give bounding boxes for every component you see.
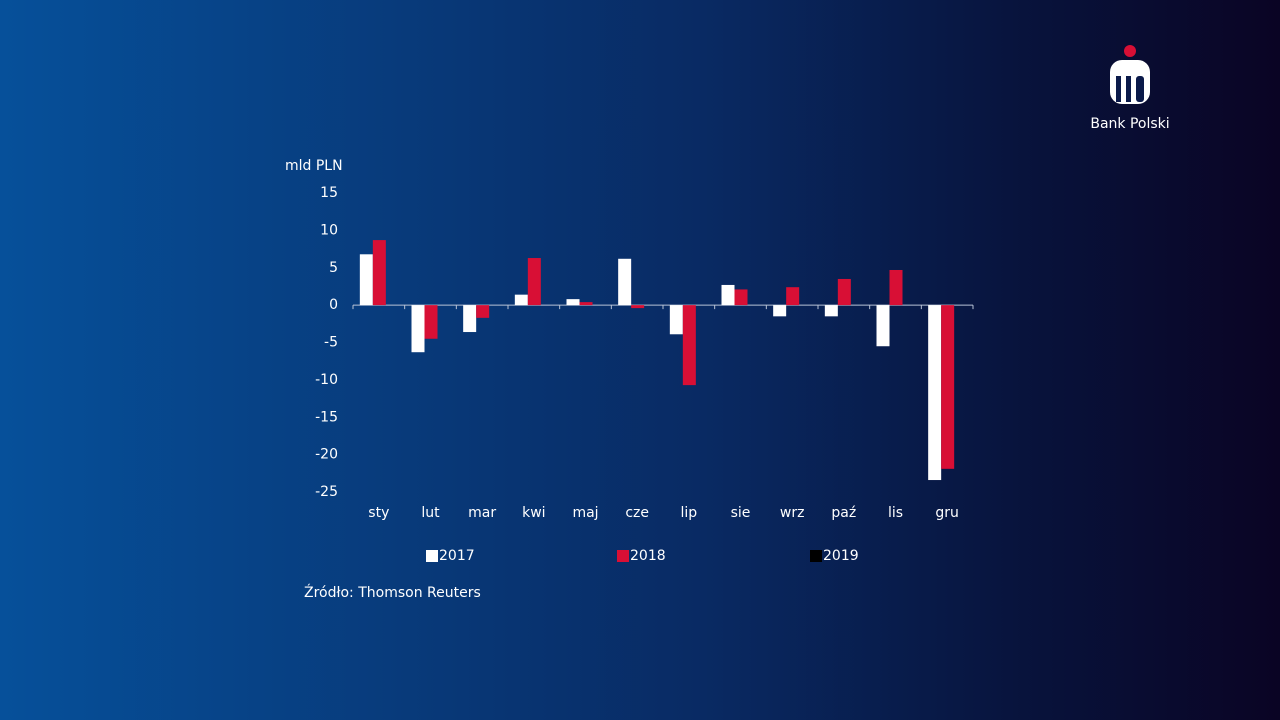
x-tick-label: lis <box>888 505 903 521</box>
bar <box>476 305 490 318</box>
legend-label: 2019 <box>823 548 859 564</box>
bar <box>837 278 851 306</box>
x-tick-label: cze <box>625 505 649 521</box>
y-axis-label: mld PLN <box>285 158 343 174</box>
bar <box>682 305 696 386</box>
x-tick-label: paź <box>831 505 856 521</box>
x-tick-label: sie <box>731 505 751 521</box>
y-tick-label: 10 <box>320 222 338 238</box>
bar <box>424 305 438 339</box>
y-tick-label: 15 <box>320 185 338 201</box>
logo-stroke <box>1136 76 1144 102</box>
legend-label: 2018 <box>630 548 666 564</box>
logo-stroke <box>1126 76 1131 102</box>
bar <box>527 258 541 306</box>
legend-label: 2017 <box>439 548 475 564</box>
source: Źródło: Thomson Reuters <box>304 583 481 601</box>
x-tick-label: mar <box>468 505 496 521</box>
bar <box>928 305 942 481</box>
x-tick-label: gru <box>935 505 959 521</box>
bar <box>824 305 838 317</box>
bar <box>786 287 800 306</box>
legend-swatch <box>810 550 822 562</box>
bar <box>514 294 528 306</box>
y-tick-label: -20 <box>315 447 338 463</box>
bar <box>618 258 632 306</box>
logo: Bank Polski <box>1090 45 1170 132</box>
bar <box>631 305 645 309</box>
bar <box>359 254 373 306</box>
y-tick-label: -10 <box>315 372 338 388</box>
logo-dot <box>1124 45 1136 57</box>
y-tick-label: -15 <box>315 409 338 425</box>
bar <box>889 269 903 306</box>
y-tick-label: 5 <box>329 260 338 276</box>
bar <box>372 240 386 306</box>
x-tick-label: sty <box>368 505 389 521</box>
bar <box>721 284 735 306</box>
bar <box>669 305 683 335</box>
bar <box>463 305 477 333</box>
bar <box>411 305 425 353</box>
brand-name: Bank Polski <box>1090 116 1169 132</box>
legend-swatch <box>426 550 438 562</box>
y-tick-label: -5 <box>324 335 338 351</box>
bar <box>876 305 890 347</box>
y-tick-label: -25 <box>315 484 338 500</box>
x-tick-label: maj <box>572 505 598 521</box>
bar <box>566 299 580 306</box>
x-tick-label: lut <box>421 505 440 521</box>
bar <box>579 302 593 306</box>
x-tick-label: lip <box>680 505 697 521</box>
y-tick-label: 0 <box>329 297 338 313</box>
bar <box>773 305 787 317</box>
bar <box>941 305 955 469</box>
x-tick-label: wrz <box>780 505 805 521</box>
x-tick-label: kwi <box>522 505 545 521</box>
bar <box>734 289 748 306</box>
legend-swatch <box>617 550 629 562</box>
logo-stroke <box>1116 76 1121 102</box>
